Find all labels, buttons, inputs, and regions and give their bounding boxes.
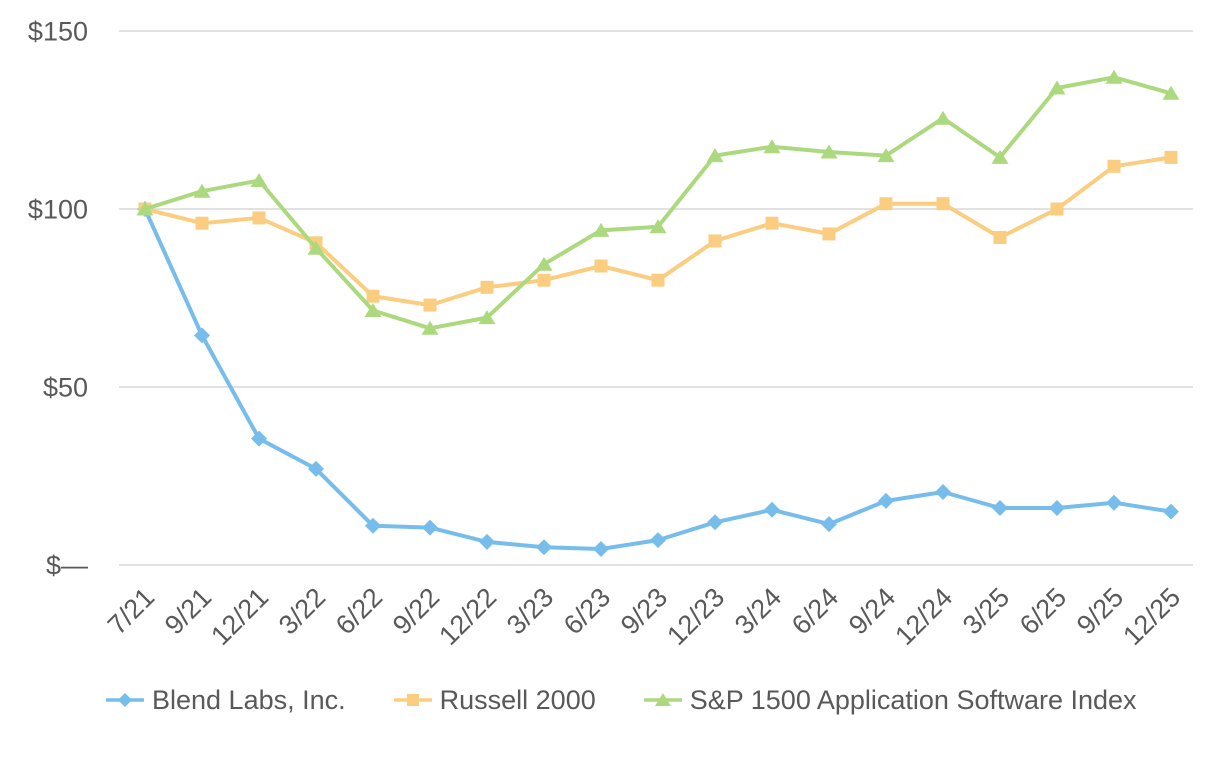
data-point-triangle	[820, 144, 838, 159]
data-point-square	[879, 197, 893, 211]
data-point-triangle	[877, 148, 895, 163]
x-axis-label: 12/22	[433, 582, 502, 651]
y-axis-label: $50	[43, 373, 88, 403]
data-point-diamond	[1106, 494, 1122, 511]
data-point-diamond	[251, 430, 267, 447]
legend-item-sp1500-app-software: S&P 1500 Application Software Index	[643, 684, 1137, 716]
chart-legend: Blend Labs, Inc. Russell 2000 S&P 1500 A…	[106, 684, 1137, 716]
legend-item-blend-labs: Blend Labs, Inc.	[106, 684, 346, 716]
data-point-triangle	[535, 256, 553, 271]
data-point-triangle	[934, 110, 952, 125]
data-point-square	[195, 216, 209, 230]
data-point-diamond	[1049, 500, 1065, 516]
data-point-triangle	[706, 148, 724, 163]
data-point-square	[822, 227, 836, 241]
data-point-square	[252, 211, 266, 225]
data-point-triangle	[1048, 80, 1066, 95]
data-point-square	[1050, 202, 1064, 216]
legend-diamond-glyph	[118, 693, 132, 707]
x-axis-label: 6/25	[1014, 582, 1072, 640]
x-axis-label: 7/21	[102, 582, 160, 640]
series-line	[143, 75, 1173, 331]
data-point-diamond	[365, 517, 381, 534]
data-point-square	[480, 280, 494, 294]
data-point-triangle	[1162, 85, 1180, 100]
data-point-square	[1107, 159, 1121, 173]
data-point-triangle	[478, 310, 496, 325]
series-line	[143, 207, 1173, 551]
data-point-square	[765, 216, 779, 230]
data-point-diamond	[593, 541, 609, 557]
data-point-triangle	[250, 173, 268, 187]
data-point-diamond	[878, 492, 894, 509]
legend-marker-square-icon	[393, 694, 432, 706]
data-point-square	[708, 234, 722, 248]
x-axis-label: 3/25	[957, 582, 1015, 640]
data-point-square	[936, 197, 950, 211]
data-point-diamond	[479, 533, 495, 550]
legend-triangle-glyph	[654, 693, 671, 706]
data-point-triangle	[307, 240, 325, 255]
x-axis-label: 3/24	[729, 582, 787, 640]
data-point-diamond	[194, 327, 210, 344]
legend-label-blend-labs: Blend Labs, Inc.	[152, 685, 346, 715]
legend-marker-diamond-icon	[106, 693, 144, 707]
data-point-triangle	[763, 139, 781, 154]
data-point-diamond	[992, 500, 1008, 516]
data-point-diamond	[536, 539, 552, 556]
x-axis-label: 12/24	[889, 582, 958, 651]
data-point-square	[594, 259, 608, 273]
data-point-diamond	[764, 501, 780, 518]
x-axis-label: 6/23	[558, 582, 616, 640]
data-point-triangle	[991, 149, 1009, 164]
data-point-diamond	[821, 516, 837, 533]
data-point-triangle	[649, 219, 667, 234]
data-point-square	[423, 298, 437, 312]
data-point-square	[1164, 150, 1178, 164]
x-axis-label: 12/21	[205, 582, 274, 651]
data-point-square	[366, 289, 380, 303]
legend-marker-triangle-icon	[643, 693, 682, 706]
data-point-diamond	[650, 532, 666, 549]
data-point-triangle	[1105, 69, 1123, 84]
legend-item-russell-2000: Russell 2000	[393, 684, 596, 716]
legend-label-sp1500-app-software: S&P 1500 Application Software Index	[689, 685, 1137, 715]
data-point-diamond	[422, 519, 438, 536]
y-axis-label: $—	[46, 551, 88, 581]
x-axis-label: 12/25	[1117, 582, 1186, 651]
data-point-square	[651, 273, 665, 287]
data-point-diamond	[707, 514, 723, 531]
x-axis-label: 12/23	[661, 582, 730, 651]
y-axis-label: $100	[28, 195, 88, 225]
x-axis-label: 6/24	[786, 582, 844, 640]
legend-square-glyph	[406, 694, 419, 706]
y-axis-label: $150	[28, 17, 88, 47]
data-point-triangle	[193, 183, 211, 198]
x-axis-label: 3/22	[273, 582, 331, 640]
data-point-diamond	[1163, 503, 1179, 520]
data-point-triangle	[364, 303, 382, 317]
data-point-triangle	[421, 320, 439, 335]
data-point-square	[537, 273, 551, 287]
data-point-diamond	[935, 484, 951, 500]
data-point-triangle	[592, 222, 610, 237]
data-point-triangle	[136, 201, 154, 216]
x-axis-label: 3/23	[501, 582, 559, 640]
x-axis-label: 6/22	[330, 582, 388, 640]
legend-label-russell-2000: Russell 2000	[439, 685, 596, 715]
data-point-square	[993, 231, 1007, 244]
data-point-diamond	[308, 460, 324, 477]
